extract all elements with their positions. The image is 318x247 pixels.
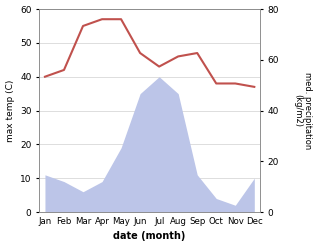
Y-axis label: med. precipitation
(kg/m2): med. precipitation (kg/m2) [293,72,313,149]
Y-axis label: max temp (C): max temp (C) [5,79,15,142]
X-axis label: date (month): date (month) [114,231,186,242]
